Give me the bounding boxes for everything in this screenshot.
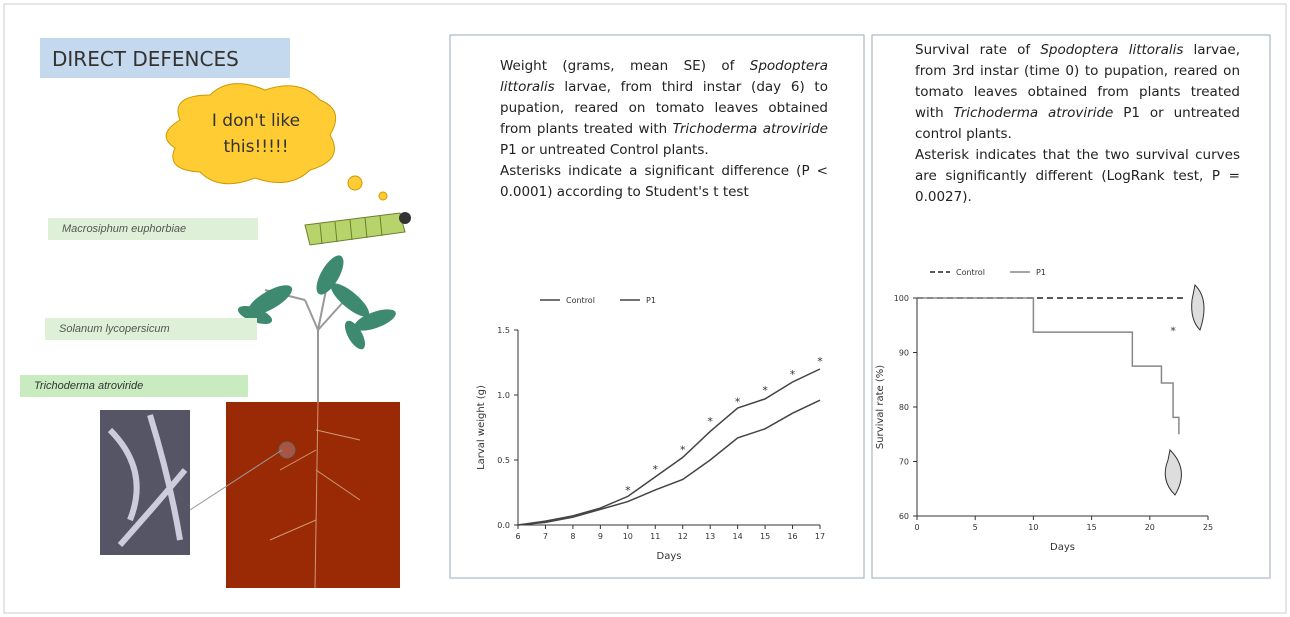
annotation: * xyxy=(707,415,713,428)
pupa xyxy=(1165,450,1181,495)
x-tick-label: 15 xyxy=(1087,523,1097,532)
caption-text: Trichoderma atroviride xyxy=(954,105,1114,121)
annotation: * xyxy=(735,396,741,409)
x-tick-label: 16 xyxy=(787,532,797,541)
annotation: * xyxy=(1170,325,1176,338)
caterpillar xyxy=(305,212,411,245)
thought-bubble xyxy=(379,192,387,200)
caption-text: Asterisks indicate a significant differe… xyxy=(500,163,828,200)
x-axis-label: Days xyxy=(657,551,682,562)
y-tick-label: 0.5 xyxy=(497,456,510,465)
x-tick-label: 10 xyxy=(623,532,633,541)
series-line xyxy=(917,298,1179,434)
series-line xyxy=(518,400,820,525)
annotation: * xyxy=(817,355,823,368)
caption-paragraph: Asterisks indicate a significant differe… xyxy=(500,161,828,203)
species-label: Solanum lycopersicum xyxy=(45,318,257,340)
y-tick-label: 60 xyxy=(899,512,909,521)
x-tick-label: 12 xyxy=(678,532,688,541)
thought-bubble xyxy=(348,176,362,190)
x-tick-label: 13 xyxy=(705,532,715,541)
y-tick-label: 70 xyxy=(899,458,909,467)
annotation: * xyxy=(625,484,631,497)
species-label: Macrosiphum euphorbiae xyxy=(48,218,258,240)
y-tick-label: 1.0 xyxy=(497,391,510,400)
caption: Weight (grams, mean SE) of Spodoptera li… xyxy=(500,56,828,203)
y-tick-label: 80 xyxy=(899,403,909,412)
x-tick-label: 17 xyxy=(815,532,825,541)
x-tick-label: 9 xyxy=(598,532,603,541)
caption-text: Weight (grams, mean SE) of xyxy=(500,58,750,74)
x-tick-label: 0 xyxy=(914,523,919,532)
caption-text: Asterisk indicates that the two survival… xyxy=(915,147,1240,205)
soil xyxy=(226,402,400,588)
speech-line: this!!!!! xyxy=(223,137,288,157)
speech-cloud xyxy=(166,84,336,184)
x-tick-label: 10 xyxy=(1028,523,1038,532)
x-tick-label: 14 xyxy=(733,532,743,541)
caption: Survival rate of Spodoptera littoralis l… xyxy=(915,40,1240,208)
x-tick-label: 25 xyxy=(1203,523,1213,532)
caption-text: P1 or untreated Control plants. xyxy=(500,142,709,158)
plant xyxy=(236,251,399,405)
legend-label: P1 xyxy=(1036,268,1046,277)
caption-text: Spodoptera littoralis xyxy=(1040,42,1183,58)
x-tick-label: 7 xyxy=(543,532,548,541)
annotation: * xyxy=(790,368,796,381)
species-label: Trichoderma atroviride xyxy=(20,375,248,397)
y-tick-label: 100 xyxy=(894,294,909,303)
pupa xyxy=(1192,285,1204,330)
x-tick-label: 8 xyxy=(570,532,575,541)
x-tick-label: 5 xyxy=(973,523,978,532)
legend-label: P1 xyxy=(646,296,656,305)
x-tick-label: 20 xyxy=(1145,523,1155,532)
title: DIRECT DEFENCES xyxy=(52,47,239,71)
page: DIRECT DEFENCES I don't like this!!!!! 0… xyxy=(0,0,1290,617)
y-tick-label: 1.5 xyxy=(497,326,510,335)
legend-label: Control xyxy=(566,296,595,305)
caption-paragraph: Survival rate of Spodoptera littoralis l… xyxy=(915,40,1240,145)
annotation: * xyxy=(762,384,768,397)
x-axis-label: Days xyxy=(1050,542,1075,553)
y-tick-label: 90 xyxy=(899,349,909,358)
annotation: * xyxy=(680,444,686,457)
caption-text: Trichoderma atroviride xyxy=(673,121,828,137)
x-tick-label: 11 xyxy=(650,532,660,541)
annotation: * xyxy=(653,463,659,476)
caption-paragraph: Asterisk indicates that the two survival… xyxy=(915,145,1240,208)
legend-label: Control xyxy=(956,268,985,277)
y-axis-label: Larval weight (g) xyxy=(476,385,487,470)
x-tick-label: 6 xyxy=(515,532,520,541)
speech-line: I don't like xyxy=(212,111,300,131)
y-axis-label: Survival rate (%) xyxy=(875,365,886,449)
series-line xyxy=(518,369,820,525)
caption-text: Survival rate of xyxy=(915,42,1040,58)
caption-paragraph: Weight (grams, mean SE) of Spodoptera li… xyxy=(500,56,828,161)
y-tick-label: 0.0 xyxy=(497,521,510,530)
x-tick-label: 15 xyxy=(760,532,770,541)
